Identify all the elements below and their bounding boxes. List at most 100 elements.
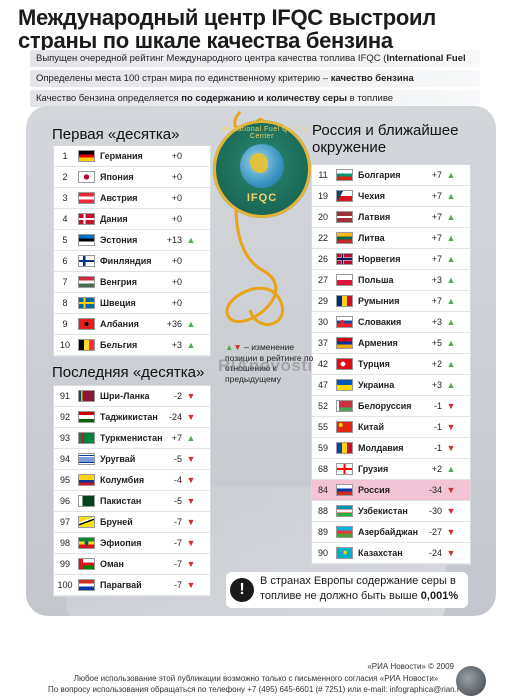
position-change: +0: [171, 298, 182, 308]
flag-icon: [336, 421, 353, 433]
table-row: 10 Бельгия +3 ▲: [54, 335, 210, 356]
country-name: Румыния: [358, 296, 400, 306]
down-arrow-icon: ▼: [233, 342, 242, 352]
rank: 55: [317, 422, 328, 432]
flag-icon: [336, 316, 353, 328]
flag-icon: [336, 190, 353, 202]
flag-icon: [336, 505, 353, 517]
country-name: Россия: [358, 485, 390, 495]
down-arrow-icon: ▼: [186, 538, 196, 548]
position-change: -34: [428, 485, 442, 495]
table-row: 99 Оман -7 ▼: [54, 554, 210, 575]
copyright: «РИА Новости» © 2009: [367, 662, 454, 671]
country-name: Япония: [100, 172, 134, 182]
position-change: +3: [431, 275, 442, 285]
up-arrow-icon: ▲: [186, 235, 196, 245]
down-arrow-icon: ▼: [186, 517, 196, 527]
flag-icon: [78, 255, 95, 267]
table-row: 47 Украина +3 ▲: [312, 375, 470, 396]
rank: 11: [318, 170, 328, 180]
flag-icon: [78, 192, 95, 204]
rank: 37: [317, 338, 328, 348]
down-arrow-icon: ▼: [186, 559, 196, 569]
country-name: Норвегия: [358, 254, 401, 264]
table-row: 22 Литва +7 ▲: [312, 228, 470, 249]
country-name: Латвия: [358, 212, 391, 222]
flag-icon: [78, 579, 95, 591]
europe-note: ! В странах Европы содержание серы в топ…: [226, 572, 468, 608]
down-arrow-icon: ▼: [186, 496, 196, 506]
flag-icon: [78, 297, 95, 309]
table-row: 4 Дания +0: [54, 209, 210, 230]
ifqc-logo: International Fuel Quality Center IFQC: [213, 120, 311, 218]
country-name: Эстония: [100, 235, 138, 245]
position-change: +0: [171, 193, 182, 203]
rank: 92: [59, 412, 70, 422]
legend: ▲▼ – изменение позиции в рейтинге по отн…: [225, 342, 315, 384]
rank: 89: [317, 527, 328, 537]
logo-abbr: IFQC: [246, 192, 278, 204]
country-name: Польша: [358, 275, 394, 285]
position-change: +3: [171, 340, 182, 350]
country-name: Австрия: [100, 193, 138, 203]
table-row: 8 Швеция +0: [54, 293, 210, 314]
up-arrow-icon: ▲: [446, 296, 456, 306]
rank: 30: [317, 317, 328, 327]
country-name: Таджикистан: [100, 412, 158, 422]
rank: 27: [317, 275, 328, 285]
rank: 91: [59, 391, 70, 401]
up-arrow-icon: ▲: [186, 340, 196, 350]
position-change: +13: [166, 235, 182, 245]
flag-icon: [336, 379, 353, 391]
position-change: +0: [171, 277, 182, 287]
up-arrow-icon: ▲: [446, 380, 456, 390]
flag-icon: [78, 495, 95, 507]
ria-logo-icon: [456, 666, 486, 696]
country-name: Финляндия: [100, 256, 152, 266]
country-name: Узбекистан: [358, 506, 408, 516]
country-name: Дания: [100, 214, 128, 224]
table-row: 96 Пакистан -5 ▼: [54, 491, 210, 512]
rank: 68: [317, 464, 328, 474]
flag-icon: [78, 171, 95, 183]
flag-icon: [78, 453, 95, 465]
table-row: 68 Грузия +2 ▲: [312, 459, 470, 480]
up-arrow-icon: ▲: [446, 233, 456, 243]
country-name: Эфиопия: [100, 538, 142, 548]
rank: 99: [59, 559, 70, 569]
table-row: 92 Таджикистан -24 ▼: [54, 407, 210, 428]
country-name: Литва: [358, 233, 385, 243]
flag-icon: [78, 474, 95, 486]
flag-icon: [336, 442, 353, 454]
table-row: 29 Румыния +7 ▲: [312, 291, 470, 312]
flag-icon: [78, 213, 95, 225]
rank: 93: [59, 433, 70, 443]
rank: 22: [317, 233, 328, 243]
table-row: 100 Парагвай -7 ▼: [54, 575, 210, 596]
country-name: Туркменистан: [100, 433, 163, 443]
table-row: 5 Эстония +13 ▲: [54, 230, 210, 251]
country-name: Оман: [100, 559, 124, 569]
rank: 59: [317, 443, 328, 453]
rank: 10: [59, 340, 70, 350]
up-arrow-icon: ▲: [446, 170, 456, 180]
country-name: Пакистан: [100, 496, 142, 506]
position-change: +7: [431, 296, 442, 306]
flag-icon: [336, 400, 353, 412]
rank: 84: [317, 485, 328, 495]
position-change: +0: [171, 172, 182, 182]
position-change: -2: [173, 391, 182, 401]
legend-text: – изменение позиции в рейтинге по отноше…: [225, 342, 314, 384]
position-change: +2: [431, 464, 442, 474]
position-change: -5: [173, 454, 182, 464]
country-name: Чехия: [358, 191, 385, 201]
flag-icon: [336, 274, 353, 286]
table-row: 30 Словакия +3 ▲: [312, 312, 470, 333]
table-row: 27 Польша +3 ▲: [312, 270, 470, 291]
table-row: 9 Албания +36 ▲: [54, 314, 210, 335]
rank: 8: [62, 298, 68, 308]
flag-icon: [336, 337, 353, 349]
up-arrow-icon: ▲: [186, 433, 196, 443]
table-row: 90 Казахстан -24 ▼: [312, 543, 470, 564]
country-name: Венгрия: [100, 277, 137, 287]
